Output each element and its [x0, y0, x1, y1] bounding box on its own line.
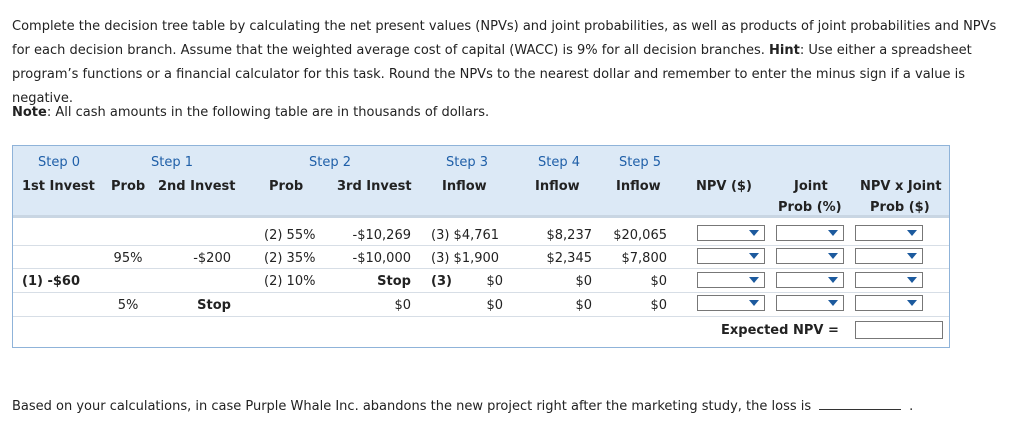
row4-prob1: 5% — [117, 298, 139, 313]
step-2-label: Step 2 — [309, 155, 352, 170]
row-divider — [13, 292, 949, 293]
footer-end: . — [909, 399, 914, 414]
footer-question: Based on your calculations, in case Purp… — [12, 397, 913, 416]
step-3-label: Step 3 — [446, 155, 489, 170]
step-4-label: Step 4 — [538, 155, 581, 170]
col-joint-2: Prob (%) — [778, 200, 842, 215]
loss-answer-blank[interactable] — [819, 397, 902, 410]
decision-tree-table: Step 0 Step 1 Step 2 Step 3 Step 4 Step … — [12, 145, 950, 348]
instructions-text-2: : Use either a spreadsheet program’s fun… — [12, 43, 972, 106]
row3-first-invest: (1) -$60 — [22, 274, 80, 289]
npv-dropdown-row2[interactable] — [697, 248, 765, 264]
col-inflow-4: Inflow — [535, 179, 580, 194]
step-1-label: Step 1 — [151, 155, 194, 170]
hint-label: Hint — [769, 43, 800, 58]
npv-joint-dropdown-row3[interactable] — [855, 272, 923, 288]
row3-inflow3-step: (3) — [431, 274, 452, 289]
col-inflow-5: Inflow — [616, 179, 661, 194]
npv-joint-dropdown-row1[interactable] — [855, 225, 923, 241]
chevron-down-icon — [828, 230, 838, 236]
row3-third-invest: Stop — [377, 274, 411, 289]
chevron-down-icon — [749, 277, 759, 283]
note-label: Note — [12, 105, 47, 120]
row1-prob2: (2) 55% — [264, 228, 316, 243]
instructions: Complete the decision tree table by calc… — [12, 15, 1012, 111]
row2-inflow4: $2,345 — [546, 251, 593, 266]
col-first-invest: 1st Invest — [22, 179, 95, 194]
expected-npv-input[interactable] — [855, 321, 943, 339]
row1-inflow4: $8,237 — [546, 228, 593, 243]
row1-inflow5: $20,065 — [613, 228, 667, 243]
step-5-label: Step 5 — [619, 155, 662, 170]
col-npv-joint-1: NPV x Joint — [860, 179, 942, 194]
joint-prob-dropdown-row2[interactable] — [776, 248, 844, 264]
row2-third-invest: -$10,000 — [352, 251, 411, 266]
col-prob-1: Prob — [111, 179, 146, 194]
table-header — [13, 146, 949, 217]
row1-third-invest: -$10,269 — [352, 228, 411, 243]
expected-npv-label: Expected NPV = — [721, 323, 839, 338]
row3-prob2: (2) 10% — [264, 274, 316, 289]
row1-inflow3: (3) $4,761 — [431, 228, 500, 243]
footer-text: Based on your calculations, in case Purp… — [12, 399, 812, 414]
row-divider — [13, 316, 949, 317]
col-second-invest: 2nd Invest — [158, 179, 236, 194]
npv-dropdown-row3[interactable] — [697, 272, 765, 288]
header-separator — [13, 215, 949, 218]
instructions-text-1: Complete the decision tree table by calc… — [12, 19, 997, 58]
note-text: : All cash amounts in the following tabl… — [46, 105, 490, 120]
row3-inflow4: $0 — [575, 274, 592, 289]
col-third-invest: 3rd Invest — [337, 179, 412, 194]
col-npv: NPV ($) — [696, 179, 752, 194]
note: Note: All cash amounts in the following … — [12, 102, 489, 124]
joint-prob-dropdown-row1[interactable] — [776, 225, 844, 241]
row4-second-invest: Stop — [197, 298, 231, 313]
chevron-down-icon — [907, 253, 917, 259]
npv-joint-dropdown-row4[interactable] — [855, 295, 923, 311]
chevron-down-icon — [828, 277, 838, 283]
chevron-down-icon — [828, 253, 838, 259]
col-joint-1: Joint — [794, 179, 828, 194]
npv-dropdown-row4[interactable] — [697, 295, 765, 311]
row4-inflow4: $0 — [575, 298, 592, 313]
row4-inflow5: $0 — [650, 298, 667, 313]
row3-inflow3-value: $0 — [486, 274, 503, 289]
chevron-down-icon — [907, 300, 917, 306]
row2-second-invest: -$200 — [193, 251, 231, 266]
row4-inflow3: $0 — [486, 298, 503, 313]
col-npv-joint-2: Prob ($) — [870, 200, 930, 215]
row3-inflow5: $0 — [650, 274, 667, 289]
joint-prob-dropdown-row4[interactable] — [776, 295, 844, 311]
chevron-down-icon — [907, 230, 917, 236]
chevron-down-icon — [828, 300, 838, 306]
row-divider — [13, 268, 949, 269]
npv-dropdown-row1[interactable] — [697, 225, 765, 241]
col-inflow-3: Inflow — [442, 179, 487, 194]
row2-prob2: (2) 35% — [264, 251, 316, 266]
step-0-label: Step 0 — [38, 155, 81, 170]
chevron-down-icon — [907, 277, 917, 283]
chevron-down-icon — [749, 300, 759, 306]
chevron-down-icon — [749, 230, 759, 236]
row2-inflow3: (3) $1,900 — [431, 251, 500, 266]
chevron-down-icon — [749, 253, 759, 259]
col-prob-2: Prob — [269, 179, 304, 194]
row2-inflow5: $7,800 — [621, 251, 668, 266]
row2-prob1: 95% — [113, 251, 143, 266]
npv-joint-dropdown-row2[interactable] — [855, 248, 923, 264]
row4-third-invest: $0 — [394, 298, 411, 313]
row-divider — [13, 245, 949, 246]
joint-prob-dropdown-row3[interactable] — [776, 272, 844, 288]
